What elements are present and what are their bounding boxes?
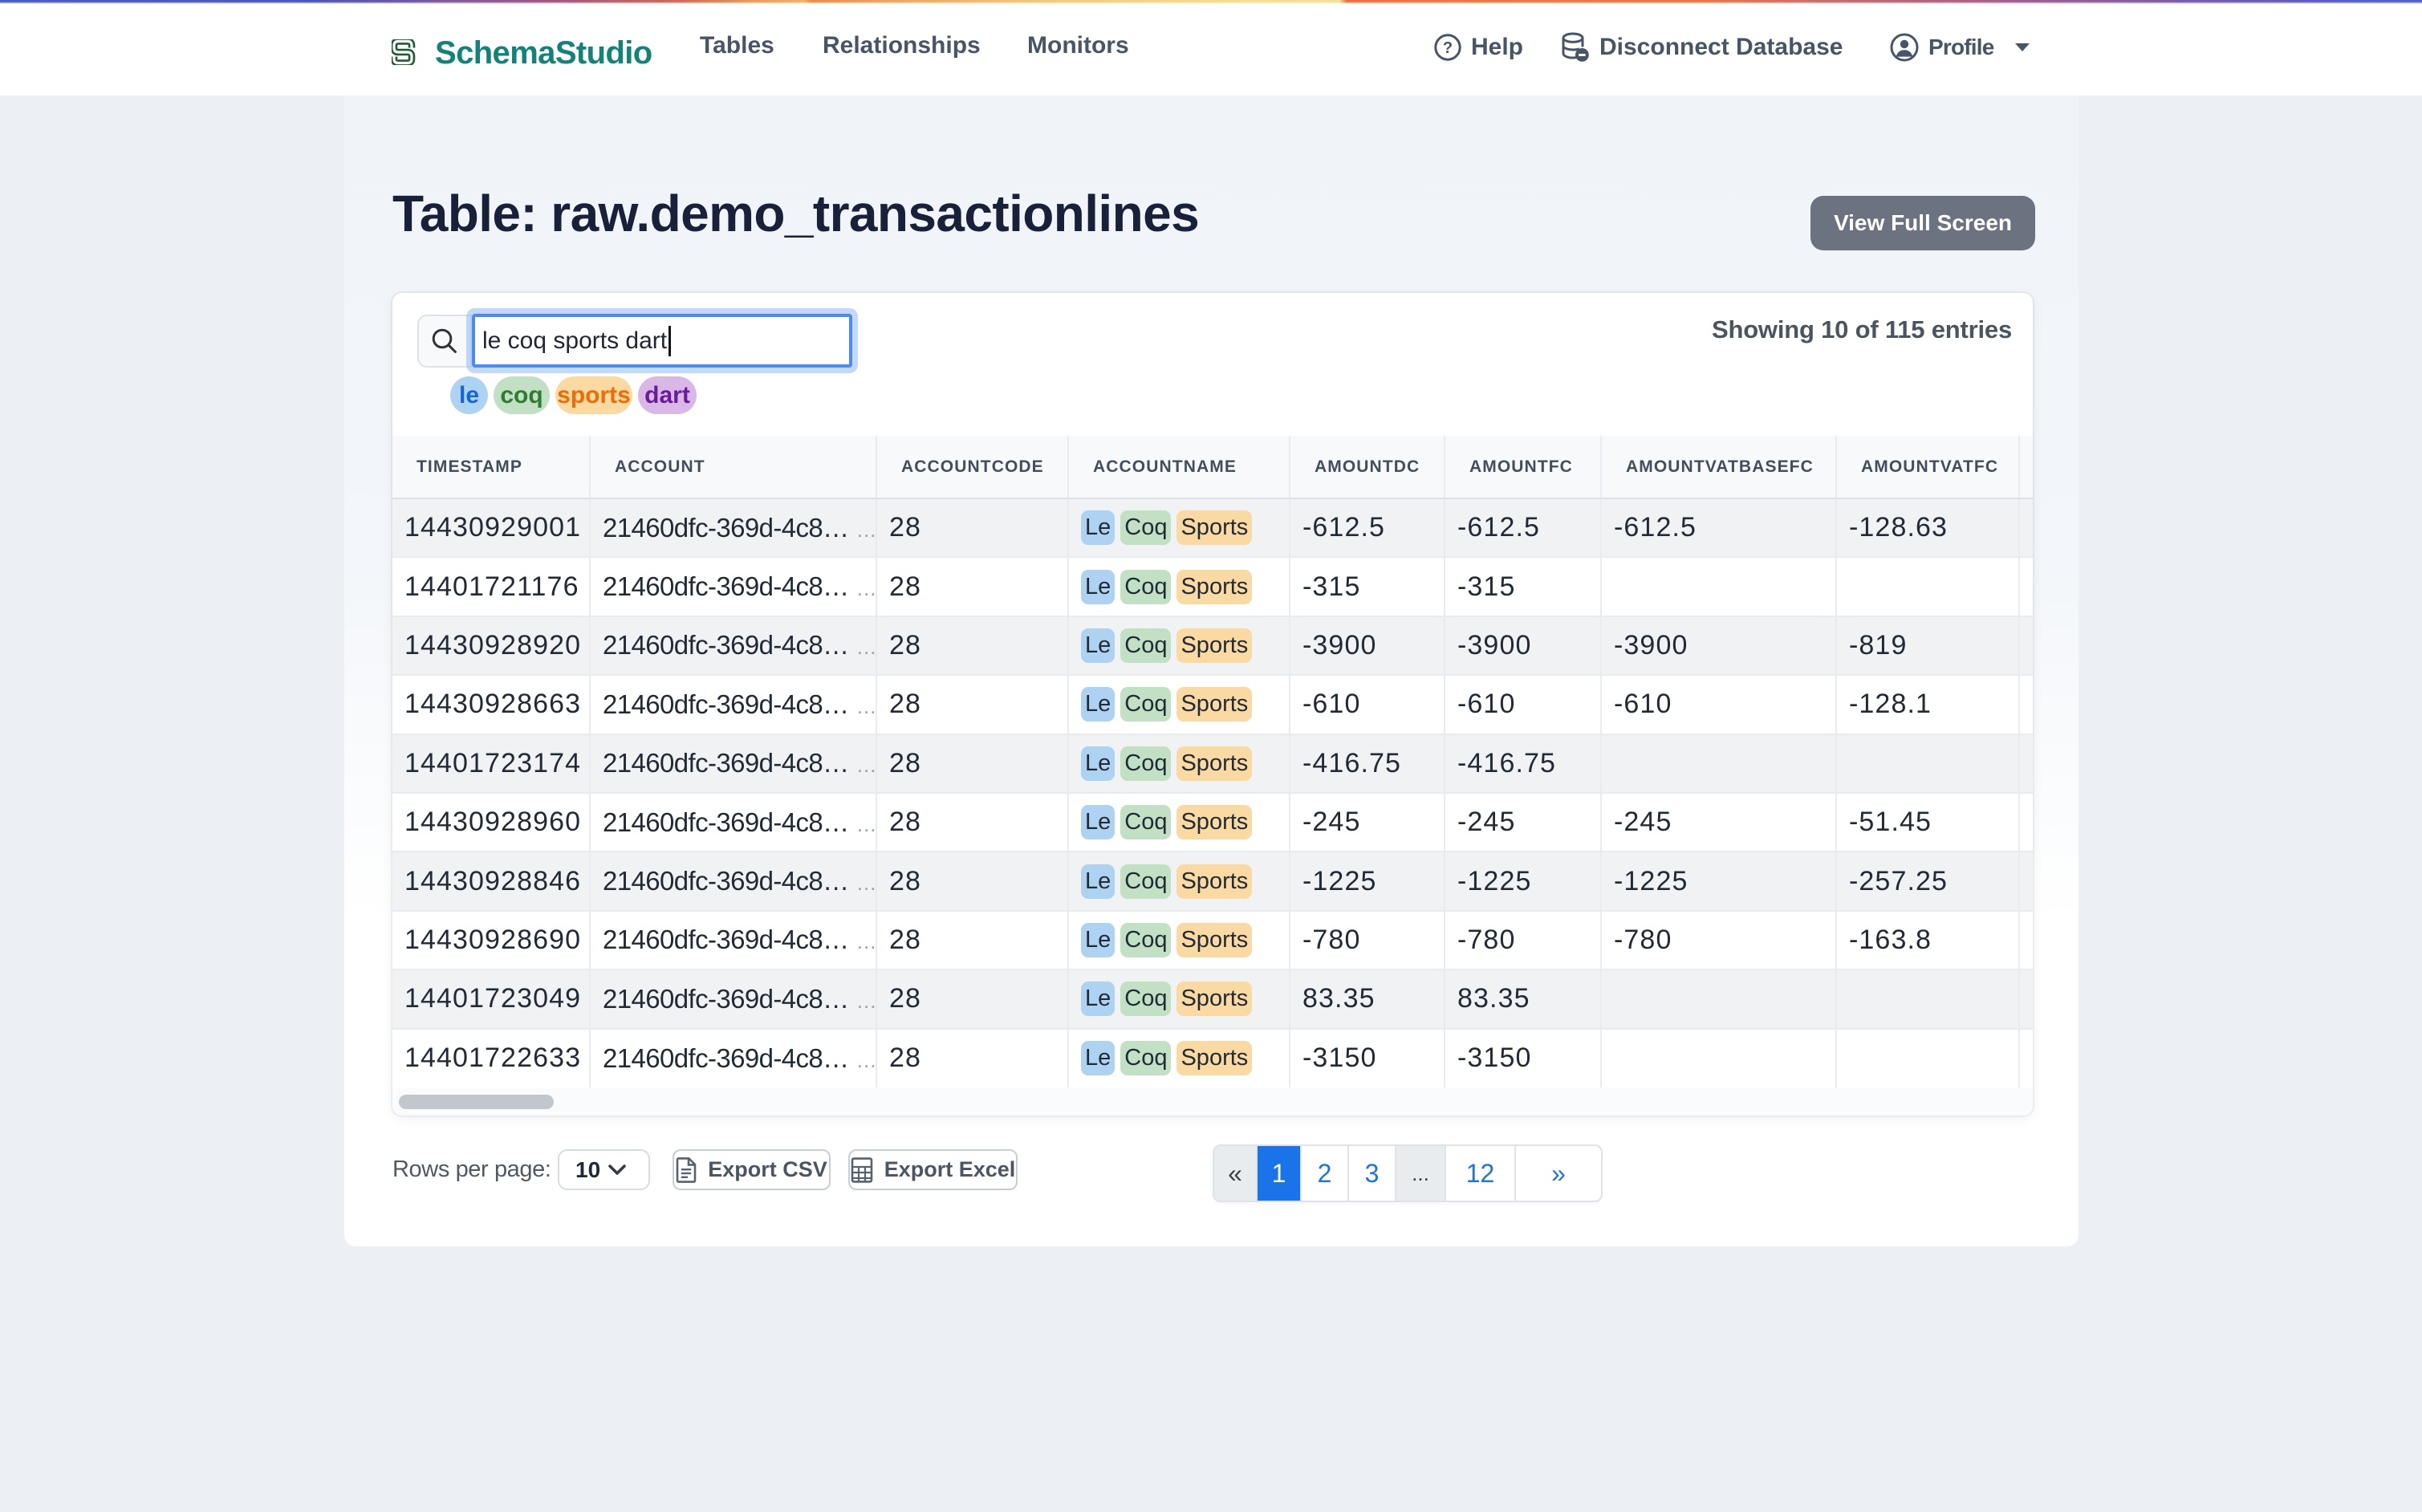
svg-text:?: ? (1443, 39, 1453, 57)
